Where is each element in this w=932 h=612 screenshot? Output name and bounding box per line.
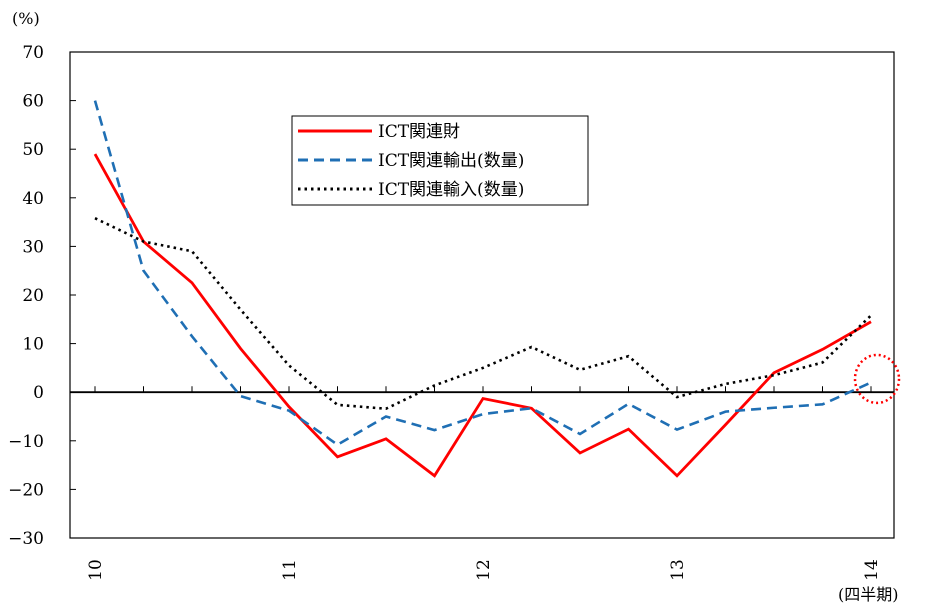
series-line-1 xyxy=(93,100,872,447)
series-line-0 xyxy=(93,153,872,478)
y-tick-label: 60 xyxy=(22,92,44,112)
x-tick-label: 10 xyxy=(86,559,106,581)
y-tick-label: −20 xyxy=(8,480,44,500)
x-unit-label: (四半期) xyxy=(838,585,899,604)
y-tick-label: 50 xyxy=(22,140,44,160)
y-tick-label: 20 xyxy=(22,286,44,306)
series-lines xyxy=(93,100,872,478)
y-tick-label: −30 xyxy=(8,529,44,549)
highlight-circle xyxy=(853,353,901,405)
legend: ICT関連財 ICT関連輸出(数量) ICT関連輸入(数量) xyxy=(291,115,589,206)
y-axis-ticks: 70 60 50 40 30 20 10 0 −10 −20 −30 xyxy=(8,43,76,549)
y-tick-label: −10 xyxy=(8,432,44,452)
x-axis-ticks: 10 11 12 13 14 xyxy=(86,386,882,581)
x-tick-label: 11 xyxy=(280,559,300,581)
x-tick-label: 13 xyxy=(668,559,688,581)
x-tick-label: 12 xyxy=(474,559,494,581)
y-tick-label: 30 xyxy=(22,237,44,257)
legend-label-ict-exports: ICT関連輸出(数量) xyxy=(378,151,524,171)
legend-label-ict-imports: ICT関連輸入(数量) xyxy=(378,180,524,200)
y-unit-label: (%) xyxy=(12,9,40,28)
legend-label-ict-goods: ICT関連財 xyxy=(378,122,460,142)
y-tick-label: 0 xyxy=(33,383,44,403)
y-tick-label: 40 xyxy=(22,189,44,209)
series-line-2 xyxy=(94,217,872,411)
y-tick-label: 70 xyxy=(22,43,44,63)
x-tick-label: 14 xyxy=(862,559,882,581)
y-tick-label: 10 xyxy=(22,335,44,355)
